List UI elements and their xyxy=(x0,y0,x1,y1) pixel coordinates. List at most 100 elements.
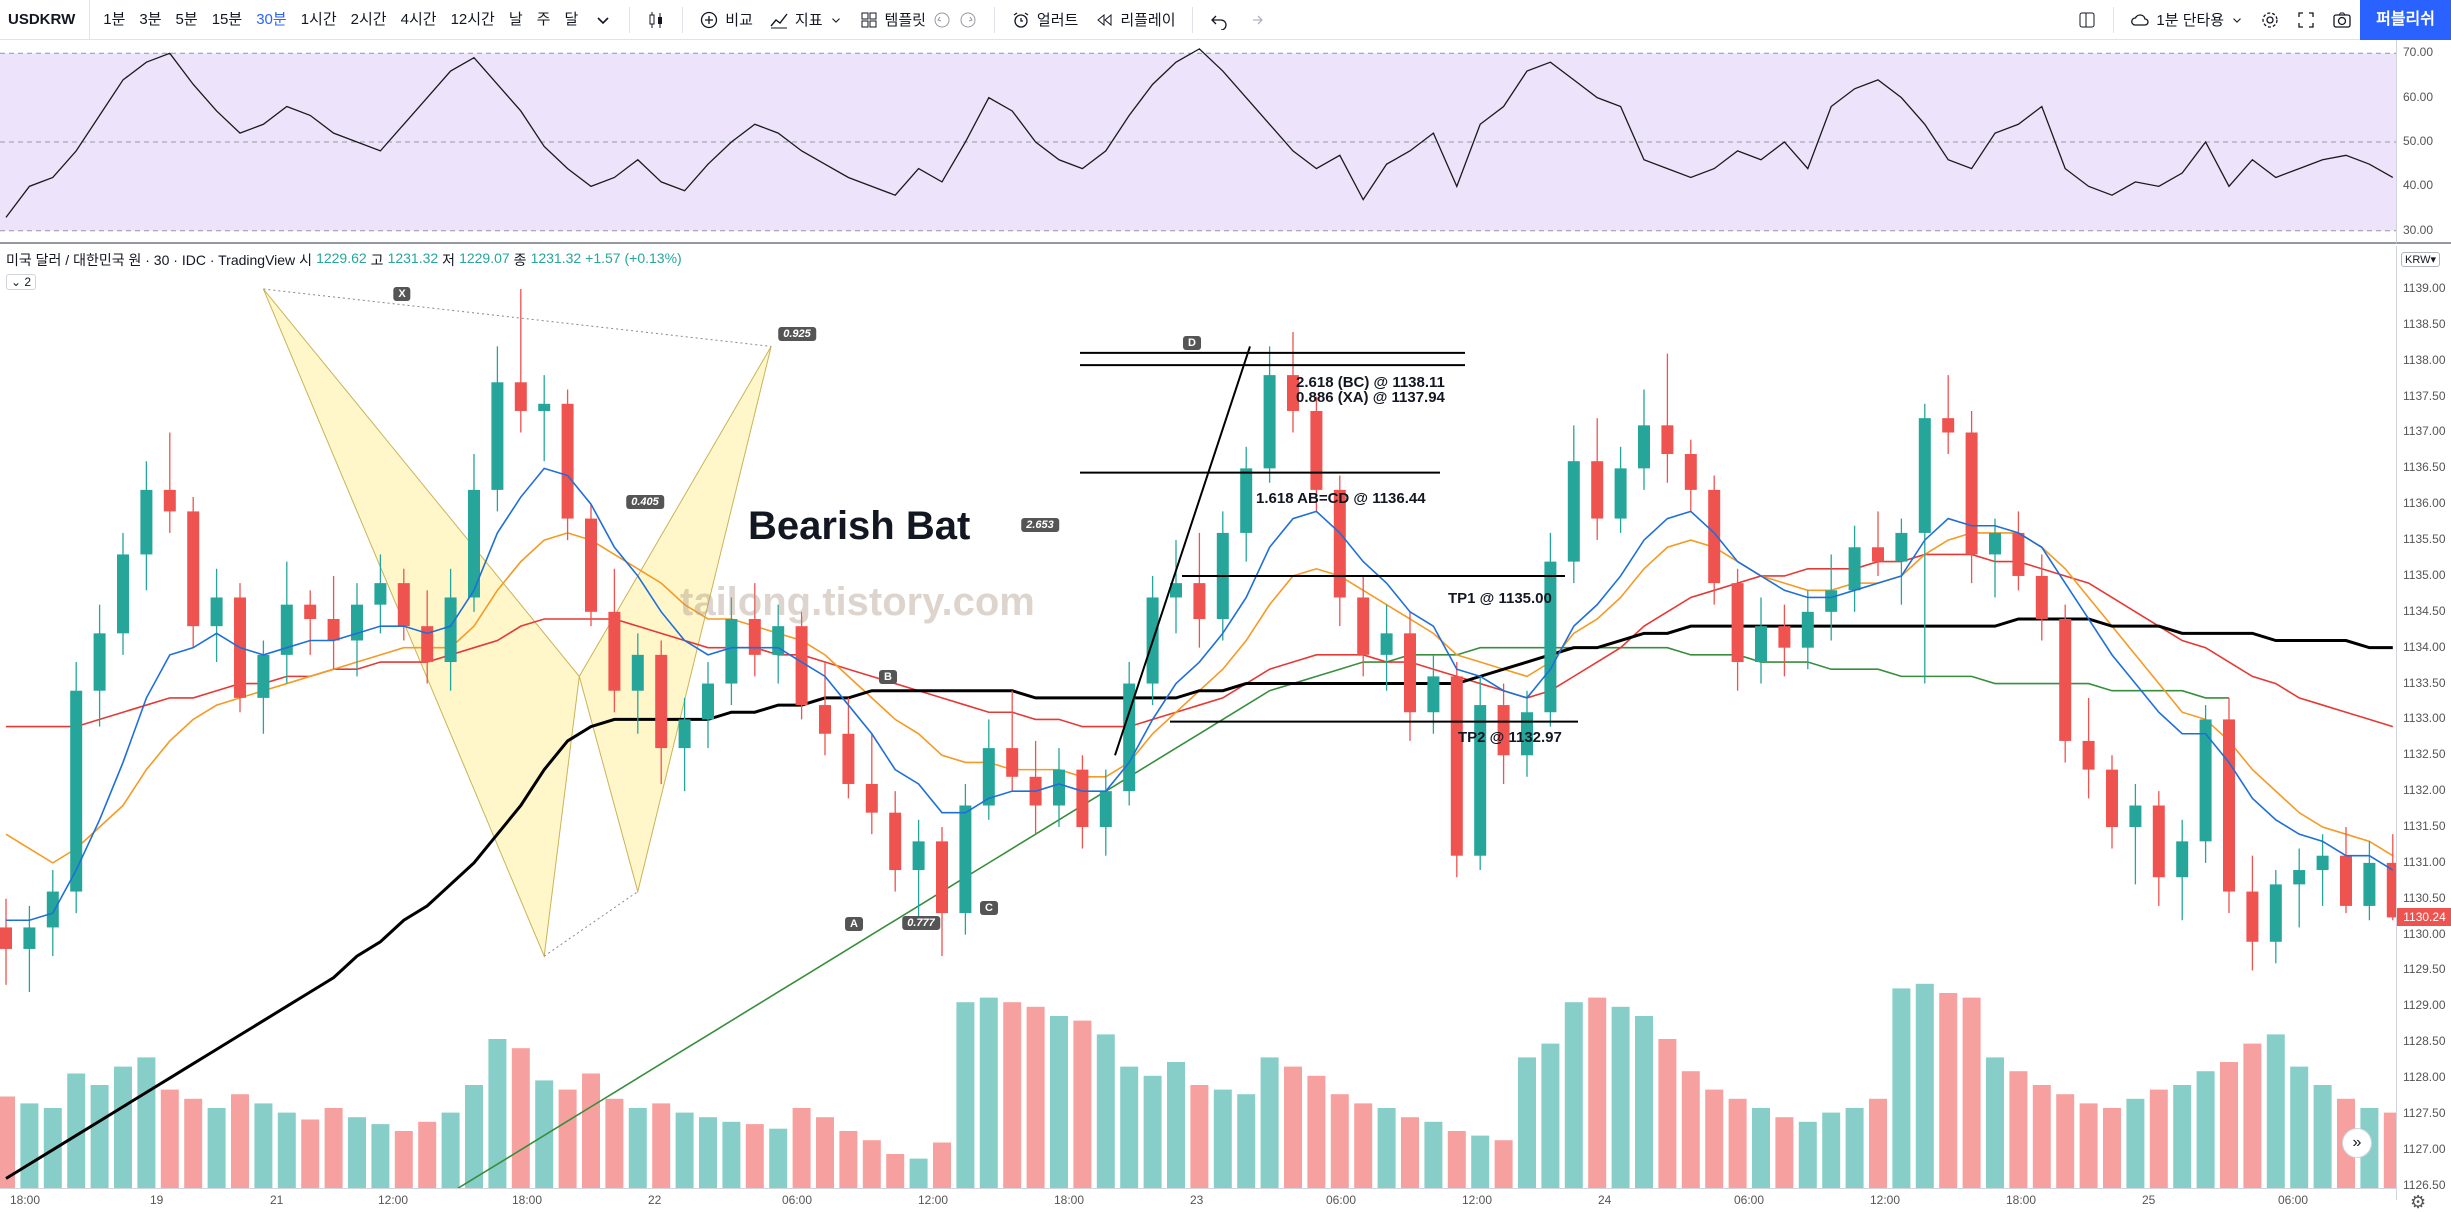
candle-body xyxy=(2223,719,2235,892)
candle-body xyxy=(1989,532,2001,555)
redo-circle-icon xyxy=(960,12,976,27)
volume-bar xyxy=(441,1112,460,1200)
interval-5[interactable]: 1시간 xyxy=(300,10,337,28)
candle-body xyxy=(1708,489,1721,584)
legend-low: 1229.07 xyxy=(459,250,510,266)
volume-bar xyxy=(2149,1089,2168,1200)
legend-high: 1231.32 xyxy=(387,250,439,266)
templates-button[interactable]: 템플릿 xyxy=(851,0,986,40)
point-d-label: D xyxy=(1183,336,1201,350)
interval-9[interactable]: 날 xyxy=(508,10,523,28)
candle-body xyxy=(1521,712,1533,756)
candle-body xyxy=(538,403,551,411)
candle-body xyxy=(2082,740,2095,770)
layout-name: 1분 단타용 xyxy=(2156,12,2225,29)
currency-selector[interactable]: KRW▾ xyxy=(2401,252,2440,267)
interval-7[interactable]: 4시간 xyxy=(400,10,437,28)
interval-6[interactable]: 2시간 xyxy=(350,10,387,28)
main-chart-pane[interactable]: 미국 달러 / 대한민국 원 · 30 · IDC · TradingView … xyxy=(0,246,2396,1200)
candle-body xyxy=(1357,597,1370,655)
candle-body xyxy=(2012,532,2025,576)
volume-bar xyxy=(160,1089,179,1200)
compare-button[interactable]: 비교 xyxy=(691,0,761,40)
volume-bar xyxy=(582,1073,600,1200)
candle-body xyxy=(1099,791,1112,828)
save-layout-button[interactable]: 1분 단타용 xyxy=(2122,0,2252,40)
price-tick: 1138.00 xyxy=(2403,352,2446,367)
volume-bar xyxy=(2103,1108,2121,1200)
volume-bar xyxy=(652,1103,671,1200)
publish-button[interactable]: 퍼블리쉬 xyxy=(2360,0,2451,40)
volume-bar xyxy=(1494,1140,1513,1200)
volume-bar xyxy=(1681,1071,1700,1200)
volume-bar xyxy=(488,1039,507,1200)
candle-body xyxy=(491,382,504,490)
layout-button[interactable] xyxy=(2069,0,2105,40)
interval-3[interactable]: 15분 xyxy=(211,10,243,28)
price-scale[interactable]: 1126.50 1127.00 1127.50 1128.00 1128.50 1129.… xyxy=(2396,246,2451,1200)
time-tick: 18:00 xyxy=(10,1193,41,1207)
divider xyxy=(2113,6,2115,33)
interval-4[interactable]: 30분 xyxy=(256,10,287,28)
cloud-icon xyxy=(2131,13,2149,26)
interval-2[interactable]: 5분 xyxy=(175,10,198,28)
candle-body xyxy=(2059,618,2072,741)
redo-button[interactable] xyxy=(1237,0,1273,40)
volume-bar xyxy=(2079,1103,2098,1200)
price-tick: 1129.00 xyxy=(2403,998,2446,1013)
candle-body xyxy=(725,618,738,684)
legend-collapse-toggle[interactable]: ⌄ 2 xyxy=(6,274,37,290)
candle-body xyxy=(444,597,457,663)
volume-bar xyxy=(1307,1075,1326,1200)
interval-1[interactable]: 3분 xyxy=(139,10,162,28)
interval-8[interactable]: 12시간 xyxy=(450,10,495,28)
volume-bar xyxy=(2032,1085,2051,1200)
price-tick: 1127.00 xyxy=(2403,1141,2446,1156)
volume-bar xyxy=(1354,1103,1373,1200)
ratio-bd: 2.653 xyxy=(1021,518,1059,532)
time-tick: 06:00 xyxy=(2278,1193,2309,1207)
alert-button[interactable]: 얼러트 xyxy=(1003,0,1086,40)
scroll-to-realtime-button[interactable]: » xyxy=(2342,1128,2372,1158)
price-tick: 1128.00 xyxy=(2403,1070,2446,1085)
interval-0[interactable]: 1분 xyxy=(103,10,126,28)
candle-body xyxy=(280,604,293,655)
alarm-clock-icon xyxy=(1013,11,1029,28)
interval-dropdown[interactable] xyxy=(585,0,621,40)
time-tick: 06:00 xyxy=(1326,1193,1357,1207)
volume-bar xyxy=(2243,1043,2262,1200)
candle-body xyxy=(23,927,36,949)
symbol-search[interactable]: USDKRW xyxy=(0,0,91,40)
candle-body xyxy=(655,654,668,749)
level-tp1-text: TP1 @ 1135.00 xyxy=(1448,590,1552,607)
candle-body xyxy=(1661,425,1674,455)
indicators-label: 지표 xyxy=(794,12,823,29)
gear-icon[interactable]: ⚙ xyxy=(2410,1192,2427,1212)
candle-body xyxy=(1825,590,1838,612)
snapshot-button[interactable] xyxy=(2324,0,2360,40)
legend-change: +1.57 (+0.13%) xyxy=(585,250,682,266)
interval-11[interactable]: 달 xyxy=(564,10,579,28)
candle-body xyxy=(468,489,480,598)
chart-type-button[interactable] xyxy=(638,0,674,40)
indicators-button[interactable]: 지표 xyxy=(761,0,851,40)
undo-button[interactable] xyxy=(1201,0,1237,40)
legend-close: 1231.32 xyxy=(530,250,582,266)
candle-body xyxy=(1848,547,1861,591)
volume-bar xyxy=(184,1098,203,1200)
candle-body xyxy=(1497,705,1510,756)
replay-button[interactable]: 리플레이 xyxy=(1086,0,1183,40)
gear-icon xyxy=(2262,11,2278,28)
rsi-pane[interactable] xyxy=(0,40,2396,244)
rsi-scale[interactable]: 70.00 60.00 50.00 40.00 30.00 xyxy=(2396,40,2451,244)
volume-bar xyxy=(792,1108,811,1200)
candle-body xyxy=(2035,575,2048,619)
point-b-label: B xyxy=(879,670,897,684)
fullscreen-button[interactable] xyxy=(2288,0,2324,40)
price-tick: 1128.50 xyxy=(2403,1034,2446,1049)
interval-10[interactable]: 주 xyxy=(536,10,551,28)
volume-bar xyxy=(1962,997,1981,1200)
time-axis[interactable]: 18:00 19 21 12:00 18:00 22 06:00 12:00 18:00 23 06… xyxy=(0,1188,2396,1212)
settings-button[interactable] xyxy=(2252,0,2288,40)
time-tick: 24 xyxy=(1598,1193,1612,1207)
